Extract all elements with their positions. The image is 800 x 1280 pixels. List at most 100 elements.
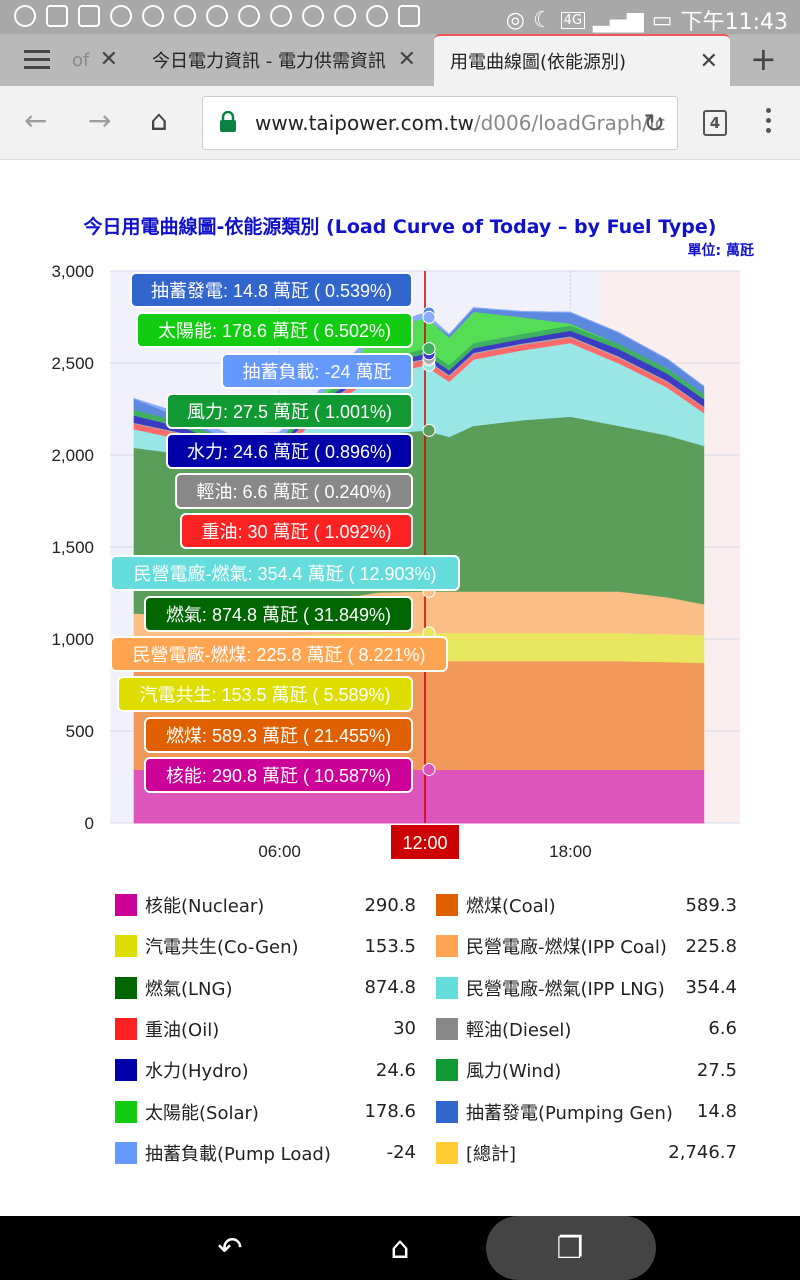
hotspot-icon <box>14 5 36 27</box>
y-tick-label: 3,000 <box>51 262 94 281</box>
legend-item[interactable]: 核能(Nuclear) 290.8 <box>115 890 416 920</box>
tab-count-button[interactable]: 4 <box>703 110 727 136</box>
reload-icon[interactable]: ↻ <box>643 109 665 139</box>
recents-nav-icon[interactable]: ❐ <box>556 1230 584 1266</box>
legend-label: 太陽能(Solar) <box>145 1102 259 1124</box>
legend-item[interactable]: 抽蓄發電(Pumping Gen) 14.8 <box>436 1097 737 1127</box>
tooltip-box <box>180 513 413 549</box>
cursor-marker <box>422 423 436 437</box>
legend-swatch <box>115 1141 137 1164</box>
android-nav-bar: ↶ ⌂ ❐ <box>0 1216 800 1280</box>
cursor-marker <box>422 310 436 324</box>
tab-2[interactable]: 今日電力資訊 - 電力供需資訊 ✕ <box>136 34 428 86</box>
legend-item[interactable]: 民營電廠-燃煤(IPP Coal) 225.8 <box>436 931 737 961</box>
legend-value: 27.5 <box>696 1059 737 1081</box>
tooltip-box <box>175 473 413 509</box>
tooltip: 民營電廠-燃氣: 354.4 萬瓩 ( 12.903%) <box>110 555 460 591</box>
tooltip-box <box>221 353 413 389</box>
lock-icon <box>220 111 236 132</box>
tooltip-box <box>166 393 413 429</box>
close-icon[interactable]: ✕ <box>397 47 416 72</box>
legend-item[interactable]: 汽電共生(Co-Gen) 153.5 <box>115 931 416 961</box>
tooltip-box <box>110 636 448 672</box>
tooltip-box <box>110 555 460 591</box>
tooltip-text: 民營電廠-燃煤: 225.8 萬瓩 ( 8.221%) <box>132 644 425 665</box>
tab-2-label: 今日電力資訊 - 電力供需資訊 <box>152 51 386 72</box>
notification-icons <box>14 5 420 27</box>
tooltip-box <box>130 272 413 308</box>
tooltip-text: 核能: 290.8 萬瓩 ( 10.587%) <box>166 766 391 786</box>
legend-item[interactable]: 抽蓄負載(Pump Load) -24 <box>115 1138 416 1168</box>
legend-swatch <box>436 1141 458 1164</box>
legend-row: 汽電共生(Co-Gen) 153.5 民營電廠-燃煤(IPP Coal) 225.8 <box>115 931 755 971</box>
back-nav-icon[interactable]: ↶ <box>217 1230 243 1266</box>
chrome-icon <box>174 5 196 27</box>
legend-item[interactable]: 太陽能(Solar) 178.6 <box>115 1097 416 1127</box>
legend-value: 153.5 <box>364 935 416 957</box>
tab-3[interactable]: 用電曲線圖(依能源別) ✕ <box>434 34 730 86</box>
home-icon[interactable]: ⌂ <box>150 104 168 137</box>
legend-row: 太陽能(Solar) 178.6 抽蓄發電(Pumping Gen) 14.8 <box>115 1097 755 1137</box>
legend-value: 589.3 <box>685 894 737 916</box>
app-icon <box>302 5 324 27</box>
legend-item[interactable]: 燃煤(Coal) 589.3 <box>436 890 737 920</box>
legend-value: 2,746.7 <box>668 1142 737 1164</box>
legend-value: 6.6 <box>708 1018 737 1040</box>
tab-1[interactable]: of ✕ <box>56 34 130 86</box>
url-host: www.taipower.com.tw <box>255 111 474 135</box>
new-tab-icon[interactable]: + <box>750 40 777 78</box>
sdcard-icon <box>398 5 420 27</box>
legend-item[interactable]: 風力(Wind) 27.5 <box>436 1055 737 1085</box>
legend-label: 汽電共生(Co-Gen) <box>145 937 299 959</box>
tooltip-text: 輕油: 6.6 萬瓩 ( 0.240%) <box>196 482 391 502</box>
tooltip-text: 抽蓄負載: -24 萬瓩 <box>242 362 391 382</box>
tooltip-box <box>166 433 413 469</box>
hotspot-icon: ◎ <box>505 7 525 33</box>
legend-item[interactable]: 重油(Oil) 30 <box>115 1014 416 1044</box>
tooltip-box <box>144 596 413 632</box>
y-tick-label: 2,000 <box>51 446 94 465</box>
tooltip-text: 風力: 27.5 萬瓩 ( 1.001%) <box>187 402 392 422</box>
legend-swatch <box>115 1017 137 1040</box>
tooltip: 民營電廠-燃煤: 225.8 萬瓩 ( 8.221%) <box>110 636 448 672</box>
moon-icon: ☾ <box>532 7 553 33</box>
legend-value: 354.4 <box>685 977 737 999</box>
overflow-menu-icon[interactable] <box>766 108 774 138</box>
tooltip: 核能: 290.8 萬瓩 ( 10.587%) <box>144 757 413 793</box>
legend-label: 民營電廠-燃氣(IPP LNG) <box>466 978 665 1000</box>
x-tick-label: 06:00 <box>258 842 301 861</box>
legend-swatch <box>436 976 458 999</box>
tab-switcher-icon[interactable] <box>24 50 50 69</box>
legend-item[interactable]: [總計] 2,746.7 <box>436 1138 737 1168</box>
close-icon[interactable]: ✕ <box>699 49 718 74</box>
tooltip-box <box>117 676 413 712</box>
tooltip-text: 抽蓄發電: 14.8 萬瓩 ( 0.539%) <box>151 281 392 301</box>
legend-label: 抽蓄負載(Pump Load) <box>145 1143 331 1165</box>
url-path: /d006/loadGraph/lc <box>473 111 666 135</box>
legend-label: 水力(Hydro) <box>145 1061 249 1083</box>
cursor-label: 12:00 <box>402 833 447 853</box>
legend-item[interactable]: 燃氣(LNG) 874.8 <box>115 973 416 1003</box>
tooltip: 風力: 27.5 萬瓩 ( 1.001%) <box>166 393 413 429</box>
moon-icon <box>366 5 388 27</box>
tab-3-label: 用電曲線圖(依能源別) <box>450 52 627 73</box>
close-icon[interactable]: ✕ <box>99 47 118 72</box>
legend-item[interactable]: 民營電廠-燃氣(IPP LNG) 354.4 <box>436 973 737 1003</box>
home-nav-icon[interactable]: ⌂ <box>390 1230 410 1266</box>
legend-swatch <box>115 976 137 999</box>
legend-item[interactable]: 水力(Hydro) 24.6 <box>115 1055 416 1085</box>
app-icon <box>238 5 260 27</box>
legend-item[interactable]: 輕油(Diesel) 6.6 <box>436 1014 737 1044</box>
legend-label: 抽蓄發電(Pumping Gen) <box>466 1102 673 1124</box>
legend-row: 水力(Hydro) 24.6 風力(Wind) 27.5 <box>115 1055 755 1095</box>
chart-unit: 單位: 萬瓩 <box>687 243 754 259</box>
url-bar[interactable]: www.taipower.com.tw/d006/loadGraph/lc ↻ <box>202 96 678 150</box>
y-tick-label: 1,000 <box>51 630 94 649</box>
back-icon[interactable]: ← <box>24 104 48 137</box>
forward-icon[interactable]: → <box>88 104 112 137</box>
tooltip-text: 汽電共生: 153.5 萬瓩 ( 5.589%) <box>139 685 390 705</box>
x-tick-label: 18:00 <box>549 842 592 861</box>
tooltip-box <box>136 312 413 348</box>
legend-swatch <box>115 935 137 958</box>
